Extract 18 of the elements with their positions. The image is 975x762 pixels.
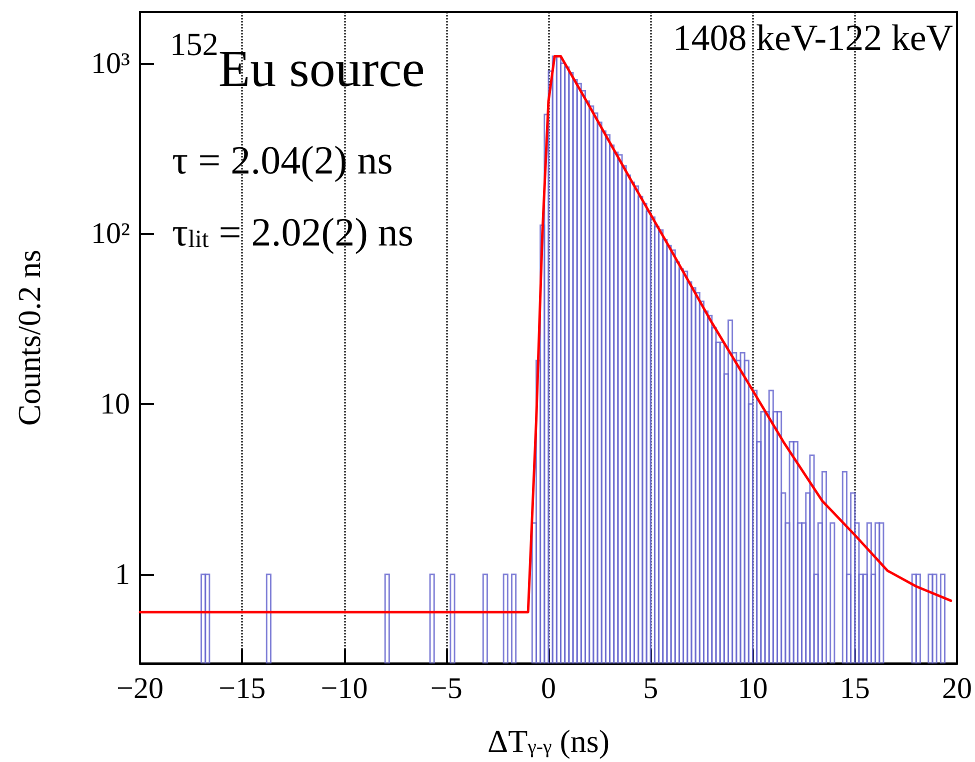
x-axis-title: ΔTγ-γ (ns) (487, 723, 610, 759)
y-tick-label: 10 (100, 387, 130, 420)
x-tick-label: 15 (840, 672, 870, 705)
x-tick-label: −20 (116, 672, 164, 705)
x-tick-label: −5 (430, 672, 462, 705)
y-axis-title: Counts/0.2 ns (11, 250, 47, 426)
y-tick-label: 1 (115, 558, 130, 591)
annotation: 1408 keV-122 keV (672, 18, 954, 59)
annotation: τlit = 2.02(2) ns (172, 210, 414, 254)
annotation: τ = 2.04(2) ns (172, 138, 393, 182)
y-tick-label: 10³ (91, 46, 130, 80)
x-tick-label: −10 (320, 672, 368, 705)
x-tick-label: 10 (738, 672, 768, 705)
x-tick-label: 0 (541, 672, 556, 705)
y-tick-label: 10² (91, 217, 130, 250)
x-tick-label: 5 (643, 672, 658, 705)
x-tick-label: 20 (942, 672, 972, 705)
x-tick-label: −15 (218, 672, 266, 705)
